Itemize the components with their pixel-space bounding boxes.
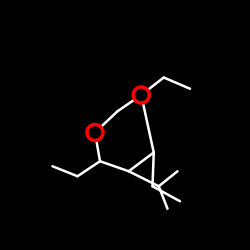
Circle shape: [87, 124, 103, 140]
Circle shape: [133, 87, 149, 103]
